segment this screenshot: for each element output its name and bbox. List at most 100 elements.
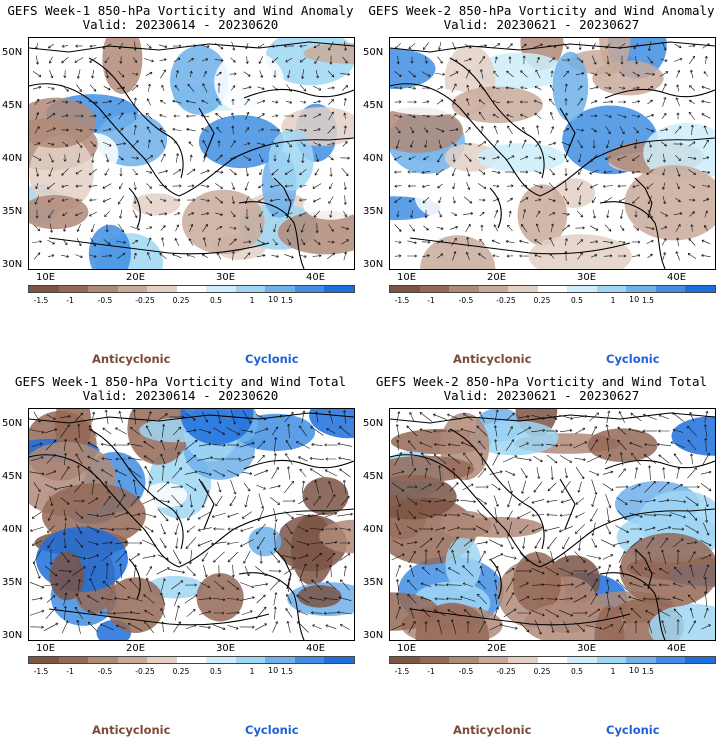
wind-arrow [187,212,195,216]
wind-arrow [422,86,430,90]
wind-arrow [159,252,167,260]
wind-arrow [239,596,255,601]
wind-arrow [575,622,585,632]
wind-arrow [464,154,472,162]
wind-arrow [33,411,41,423]
wind-arrow [324,540,338,545]
wind-arrow [505,170,515,174]
wind-arrow [531,513,545,517]
wind-arrow [409,607,414,619]
wind-arrow [34,195,39,205]
wind-arrow [133,112,137,120]
wind-arrow [564,98,568,106]
wind-arrow [644,567,656,575]
wind-arrow [617,510,627,520]
wind-arrow [241,471,253,475]
coastlines [29,412,354,640]
wind-arrow [231,564,235,578]
wind-arrow [256,523,266,535]
wind-arrow [408,43,416,49]
wind-arrow [259,223,263,233]
wind-arrow [632,86,640,90]
wind-arrow [676,182,680,190]
wind-arrow [63,452,68,466]
wind-arrow [184,594,198,604]
wind-arrow [604,86,612,90]
wind-arrow [688,141,696,147]
colorbar-swatch [147,286,177,292]
wind-arrow [146,43,152,49]
colorbar-tick-label: -1 [66,667,74,676]
wind-arrow [31,596,43,601]
wind-arrow [606,210,610,218]
wind-arrow [89,57,97,63]
colorbar-swatch [324,286,355,292]
wind-arrow [311,443,323,447]
wind-arrow [432,413,447,420]
wind-arrow [119,182,123,190]
wind-arrow [286,593,292,604]
wind-arrow [463,212,474,216]
wind-arrow [326,494,336,508]
wind-arrow [285,128,293,132]
wind-arrow [587,566,601,576]
wind-arrow [144,58,154,63]
wind-arrow [113,511,129,518]
wind-arrow [245,111,250,121]
wind-arrow [132,479,137,495]
wind-arrow [394,184,402,188]
wind-arrow [229,226,237,230]
wind-arrow [522,126,526,134]
wind-arrow [216,126,222,133]
wind-arrow [493,125,498,135]
wind-arrow [87,610,99,616]
wind-arrow [520,86,528,90]
wind-arrow [339,426,351,436]
wind-arrow [104,409,109,425]
wind-arrow [186,44,196,48]
legend-cyclonic: Cyclonic [606,352,660,366]
wind-vectors [32,41,350,261]
wind-arrow [602,184,613,188]
wind-arrow [48,209,54,219]
wind-arrow [676,237,680,247]
wind-arrow [434,443,446,447]
legend-cyclonic: Cyclonic [606,723,660,737]
wind-arrow [145,155,154,161]
wind-arrow [394,254,402,258]
wind-arrow [216,252,222,260]
wind-arrow [701,100,711,104]
wind-arrow [48,167,54,177]
wind-arrow [658,454,670,464]
wind-arrow [231,182,236,190]
wind-arrow [104,56,110,64]
wind-arrow [409,411,415,422]
wind-arrow [230,57,236,63]
wind-arrow [259,168,263,176]
wind-arrow [466,550,470,564]
wind-arrow [642,429,658,433]
wind-arrow [466,466,471,480]
wind-arrow [407,254,417,258]
wind-arrow [420,499,432,503]
colorbar-swatch [324,657,355,663]
wind-arrow [189,154,193,162]
wind-arrow [269,198,280,202]
vorticity-patch [440,510,492,539]
wind-arrow [286,620,291,633]
wind-arrow [343,565,347,577]
wind-arrow [406,425,418,437]
wind-arrow [63,224,67,232]
wind-arrow [407,100,417,104]
wind-arrow [689,412,695,422]
wind-arrow [562,224,570,232]
wind-arrow [676,549,680,565]
wind-arrow [212,624,226,630]
wind-arrow [243,252,251,260]
wind-arrow [175,224,180,232]
vorticity-patch [420,235,496,269]
wind-arrow [239,455,255,462]
wind-arrow [605,71,611,77]
wind-arrow [230,211,236,218]
colorbar-swatch [117,286,148,292]
